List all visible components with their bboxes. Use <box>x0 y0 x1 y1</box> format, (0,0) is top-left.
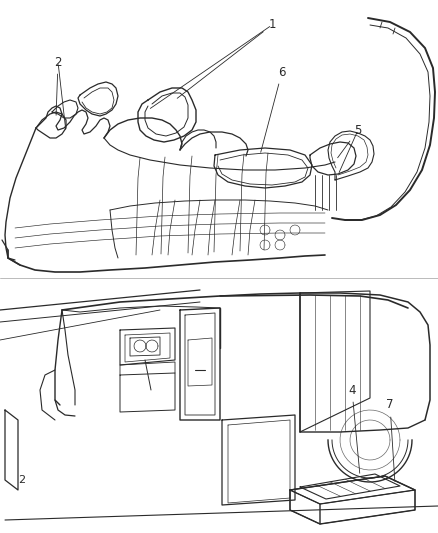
Text: 2: 2 <box>18 475 25 485</box>
Text: 1: 1 <box>177 19 276 98</box>
Text: 5: 5 <box>338 124 362 158</box>
Text: 2: 2 <box>54 55 62 115</box>
Text: 7: 7 <box>386 399 395 481</box>
Text: 6: 6 <box>261 66 286 152</box>
Text: 4: 4 <box>348 384 360 473</box>
